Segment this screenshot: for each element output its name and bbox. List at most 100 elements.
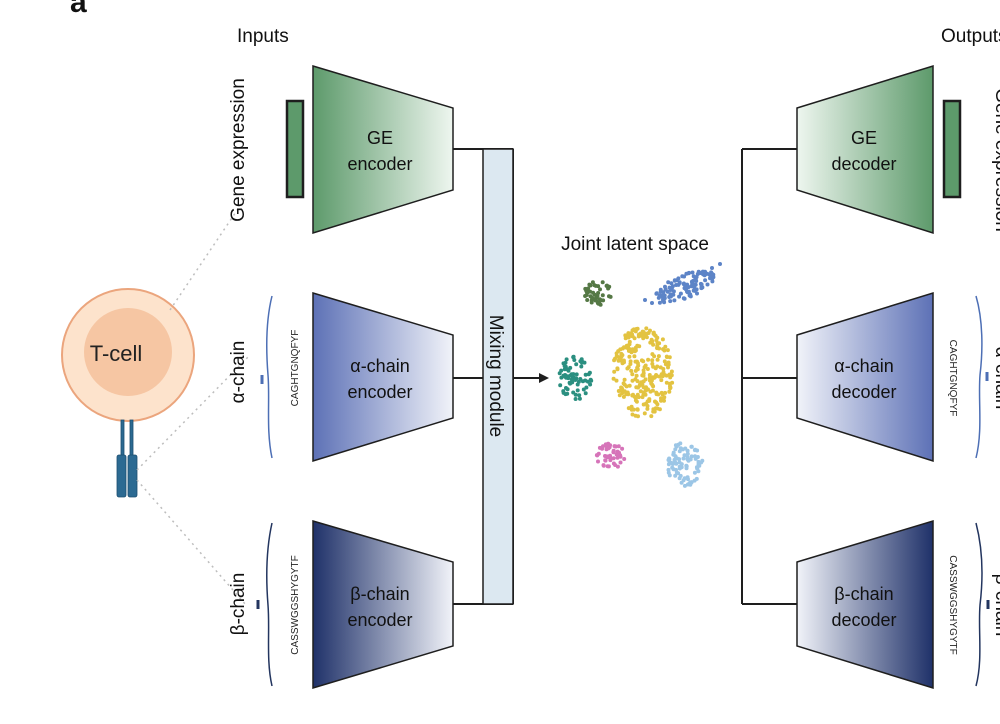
latent-point	[668, 299, 673, 304]
latent-point	[600, 293, 605, 298]
latent-point	[703, 278, 708, 283]
latent-point	[626, 392, 631, 397]
latent-point	[583, 286, 588, 291]
latent-point	[669, 460, 674, 465]
latent-point	[663, 344, 668, 349]
latent-point	[681, 478, 686, 483]
latent-point	[574, 362, 579, 367]
latent-point	[622, 457, 627, 461]
tcr-receptor-icon	[116, 419, 138, 498]
latent-point	[710, 271, 714, 276]
latent-point	[664, 354, 669, 359]
latent-point	[652, 332, 657, 337]
latent-point	[583, 391, 588, 396]
latent-point	[615, 366, 620, 371]
latent-point	[670, 380, 675, 385]
latent-point	[654, 338, 659, 343]
latent-point	[644, 335, 649, 340]
latent-point	[630, 328, 635, 333]
latent-point	[592, 292, 597, 297]
latent-point	[577, 393, 582, 398]
latent-point	[669, 373, 674, 378]
latent-point	[658, 365, 663, 370]
latent-point	[642, 385, 647, 390]
latent-point	[654, 392, 659, 397]
latent-point	[683, 284, 688, 289]
latent-point	[605, 464, 610, 469]
cluster-pink	[594, 441, 627, 469]
latent-point	[693, 282, 698, 287]
latent-point	[653, 366, 658, 371]
latent-point	[666, 470, 671, 475]
latent-point	[661, 297, 665, 302]
t-cell-nucleus	[84, 308, 172, 396]
t-cell-label: T-cell	[90, 341, 143, 366]
latent-point	[641, 373, 646, 378]
latent-point	[628, 362, 633, 366]
latent-point	[624, 384, 629, 389]
latent-point	[641, 392, 646, 397]
latent-point	[690, 270, 695, 275]
latent-point	[668, 294, 673, 299]
latent-point	[633, 398, 638, 403]
latent-point	[645, 367, 650, 371]
latent-point	[660, 392, 665, 397]
latent-point	[705, 282, 710, 287]
ge-decoder-title: GE	[851, 128, 877, 148]
latent-point	[697, 463, 702, 468]
latent-point	[674, 467, 678, 472]
latent-point	[622, 360, 626, 365]
latent-point	[575, 388, 580, 393]
ge-encoder: GE encoder	[312, 64, 454, 235]
t-cell: T-cell	[61, 288, 195, 422]
latent-point	[564, 367, 569, 372]
latent-point	[666, 467, 671, 472]
latent-point	[669, 369, 674, 374]
latent-point	[615, 449, 620, 454]
latent-point	[621, 389, 626, 394]
alpha-decoder-subtitle: decoder	[831, 382, 896, 402]
latent-point	[686, 477, 690, 482]
alpha-encoder-subtitle: encoder	[347, 382, 412, 402]
alpha-decoder-title: α-chain	[834, 356, 893, 376]
latent-point	[573, 378, 578, 382]
latent-point	[630, 334, 635, 339]
latent-point	[559, 368, 564, 373]
latent-point	[634, 385, 639, 390]
latent-point	[710, 266, 714, 270]
panel-label: a	[70, 0, 87, 19]
latent-point	[677, 294, 682, 299]
cluster-light-blue	[666, 441, 705, 488]
latent-point	[621, 381, 626, 386]
guide-lines	[136, 196, 251, 606]
ge-encoder-subtitle: encoder	[347, 154, 412, 174]
latent-point	[672, 298, 677, 303]
latent-point	[645, 404, 650, 408]
input-beta-chain-icon	[256, 522, 273, 687]
latent-point	[641, 402, 646, 407]
latent-point	[718, 262, 722, 266]
latent-point	[689, 444, 694, 449]
latent-point	[626, 331, 631, 336]
inputs-header: Inputs	[237, 26, 289, 47]
latent-point	[654, 400, 659, 405]
latent-point	[658, 289, 663, 294]
latent-point	[674, 444, 679, 449]
latent-point	[682, 453, 687, 458]
latent-point	[630, 412, 635, 417]
latent-point	[569, 372, 574, 377]
latent-point	[600, 446, 605, 451]
ge-encoder-title: GE	[367, 128, 393, 148]
latent-point	[667, 389, 672, 394]
latent-point	[686, 271, 691, 276]
output-gene-expression-bar	[942, 99, 962, 199]
latent-point	[650, 339, 655, 344]
latent-point	[650, 301, 654, 305]
latent-point	[563, 392, 568, 397]
latent-point	[664, 380, 669, 385]
latent-point	[666, 280, 671, 285]
output-alpha-sequence: CAGHTGNQFYF	[947, 340, 958, 417]
latent-point	[616, 349, 621, 354]
latent-point	[660, 337, 665, 342]
alpha-chain-encoder: α-chain encoder	[312, 291, 454, 463]
